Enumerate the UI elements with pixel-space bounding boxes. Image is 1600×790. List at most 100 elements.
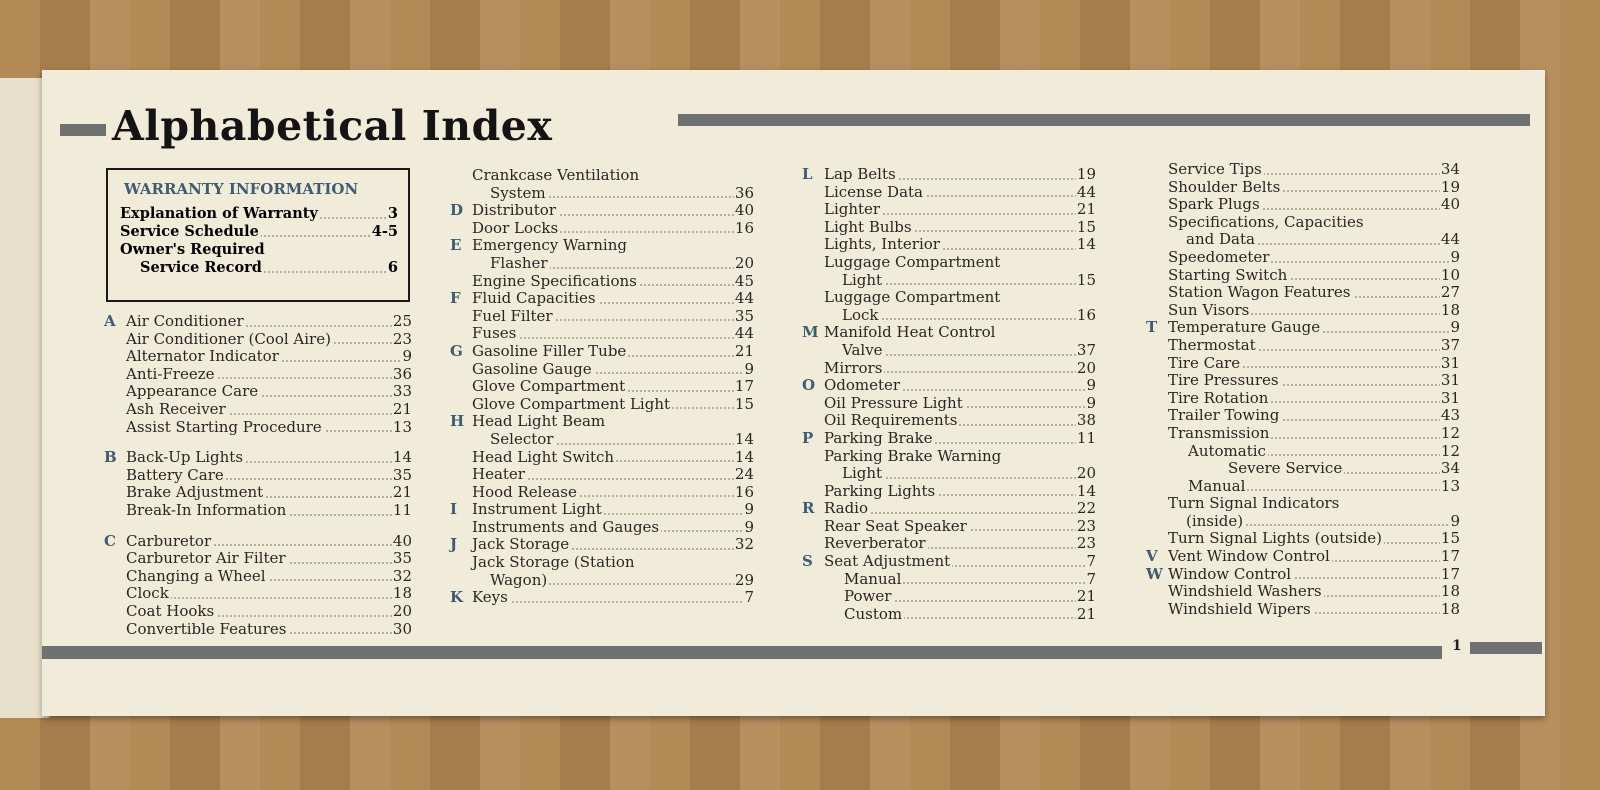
index-entry: Luggage Compartment — [824, 288, 1096, 307]
index-entry: Luggage Compartment — [824, 252, 1096, 272]
index-column-4: Service Tips 34 Shoulder Belts 19 Spark Plug… — [1146, 160, 1460, 619]
index-entry: Changing a Wheel 32 — [126, 566, 412, 586]
entry-page: 36 — [391, 364, 412, 384]
letter-group: J Jack Storage 32 Jack Storage (Station Wago… — [450, 535, 754, 590]
index-entry: Explanation of Warranty 3 — [120, 205, 398, 223]
dot-leader — [140, 271, 398, 273]
entry-page: 14 — [1075, 235, 1096, 254]
entry-page: 33 — [391, 382, 412, 401]
index-entry: Ash Receiver 21 — [126, 399, 412, 419]
entry-label: Hood Release — [472, 482, 579, 501]
index-entry: Owner's Required — [120, 241, 398, 259]
entry-page: 18 — [1439, 582, 1460, 601]
entry-page: 21 — [1075, 604, 1096, 624]
index-entry: Trailer Towing 43 — [1168, 406, 1460, 425]
index-column-3: L Lap Belts 19 License Data 44 Lighter 21 Light… — [802, 165, 1096, 624]
dot-leader — [1186, 524, 1460, 527]
index-entry: R Radio 22 — [802, 499, 1096, 518]
dot-leader — [472, 477, 754, 480]
index-entry: Windshield Washers 18 — [1168, 582, 1460, 601]
entry-label: Brake Adjustment — [126, 483, 266, 502]
index-entry: Manual 7 — [824, 569, 1096, 589]
entry-label: Parking Brake — [824, 428, 935, 447]
dot-leader — [126, 579, 412, 582]
dot-leader — [824, 230, 1096, 233]
entry-label: Engine Specifications — [472, 271, 639, 290]
index-entry: Battery Care 35 — [126, 465, 412, 485]
entry-label: Carburetor — [126, 531, 214, 550]
entry-label: Glove Compartment Light — [472, 394, 673, 413]
section-letter: L — [802, 165, 813, 183]
index-entry: Turn Signal Indicators — [1168, 494, 1460, 513]
entry-page: 34 — [1439, 160, 1460, 179]
entry-page: 27 — [1439, 283, 1460, 302]
entry-page: 19 — [1439, 177, 1460, 197]
entry-page: 40 — [733, 201, 754, 220]
dot-leader — [472, 336, 754, 339]
entry-label: Jack Storage (Station — [472, 553, 637, 572]
index-entry: Glove Compartment 17 — [472, 377, 754, 396]
dot-leader — [126, 596, 412, 599]
dot-leader — [472, 495, 754, 498]
entry-page: 18 — [391, 584, 412, 603]
entry-label: Automatic — [1188, 441, 1268, 460]
entry-label: Tire Care — [1168, 353, 1243, 372]
entry-page: 4-5 — [370, 223, 398, 241]
entry-label: Manual — [844, 569, 904, 588]
entry-label: Turn Signal Indicators — [1168, 494, 1342, 513]
index-entry: Service Tips 34 — [1168, 160, 1460, 179]
entry-page: 34 — [1439, 459, 1460, 478]
entry-page: 21 — [1075, 587, 1096, 606]
index-entry: Custom 21 — [824, 604, 1096, 624]
entry-page: 40 — [1439, 195, 1460, 214]
dot-leader — [1168, 401, 1460, 404]
entry-page: 11 — [1075, 428, 1096, 448]
dot-leader — [1188, 454, 1460, 457]
index-entry: Jack Storage (Station — [472, 553, 754, 572]
dot-leader — [126, 495, 412, 498]
index-entry: (inside) 9 — [1168, 511, 1460, 531]
entry-page: 44 — [1075, 182, 1096, 202]
dot-leader — [824, 511, 1096, 514]
dot-leader — [824, 547, 1096, 550]
entry-page: 17 — [1439, 564, 1460, 584]
warranty-heading: WARRANTY INFORMATION — [124, 180, 359, 198]
letter-group: B Back-Up Lights 14 Battery Care 35 Brake Adj… — [104, 448, 412, 520]
dot-leader — [126, 478, 412, 481]
index-entry: Light 15 — [824, 270, 1096, 290]
dot-leader — [824, 371, 1096, 374]
dot-leader — [490, 196, 754, 199]
entry-page: 20 — [733, 253, 754, 273]
letter-group: V Vent Window Control 17 — [1146, 547, 1460, 566]
section-letter: A — [104, 312, 116, 330]
entry-label: Air Conditioner — [126, 312, 246, 330]
entry-label: Lap Belts — [824, 165, 898, 183]
index-entry: Light Bulbs 15 — [824, 217, 1096, 237]
entry-label: Valve — [842, 340, 885, 359]
dot-leader — [844, 617, 1096, 620]
dot-leader — [1168, 207, 1460, 210]
index-entry: Windshield Wipers 18 — [1168, 599, 1460, 619]
index-entry: K Keys 7 — [450, 588, 754, 607]
section-letter: H — [450, 412, 465, 431]
index-entry: Manual 13 — [1168, 476, 1460, 496]
section-letter: W — [1146, 564, 1163, 583]
letter-group: R Radio 22 Rear Seat Speaker 23 Reverberator 2… — [802, 499, 1096, 554]
index-entry: M Manifold Heat Control — [802, 323, 1096, 342]
index-entry: Fuses 44 — [472, 324, 754, 343]
entry-label: Owner's Required — [120, 241, 267, 258]
letter-group: P Parking Brake 11 Parking Brake Warning Lig… — [802, 428, 1096, 501]
index-entry: Brake Adjustment 21 — [126, 483, 412, 502]
index-entry: License Data 44 — [824, 182, 1096, 202]
index-page: Alphabetical Index WARRANTY INFORMATION … — [42, 70, 1545, 716]
entry-label: Temperature Gauge — [1168, 318, 1323, 337]
entry-label: Flasher — [490, 253, 550, 272]
dot-leader — [1228, 471, 1460, 474]
entry-label: Radio — [824, 499, 871, 518]
index-entry: System 36 — [472, 183, 754, 203]
entry-label: Service Tips — [1168, 160, 1264, 178]
entry-page: 17 — [1439, 547, 1460, 566]
entry-label: Specifications, Capacities — [1168, 212, 1366, 231]
entry-page: 9 — [1449, 511, 1460, 531]
entry-page: 7 — [1085, 569, 1096, 589]
